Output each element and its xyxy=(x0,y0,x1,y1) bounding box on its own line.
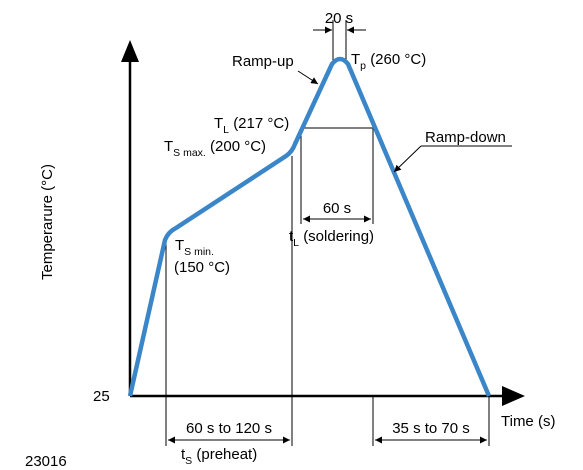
y-axis-base-value: 25 xyxy=(93,388,110,405)
ramp-up-leader xyxy=(297,70,319,85)
liquidus-duration-label: 60 s xyxy=(323,200,351,217)
x-axis-label: Time (s) xyxy=(501,413,555,430)
soak-max-temperature-label: TS max. (200 °C) xyxy=(164,138,266,159)
preheat-time-label: tS (preheat) xyxy=(181,446,257,467)
ramp-down-leader xyxy=(393,145,422,173)
preheat-duration-label: 60 s to 120 s xyxy=(186,420,272,437)
soak-min-temperature-label: TS min. xyxy=(175,237,214,258)
ramp-down-label: Ramp-down xyxy=(425,129,506,146)
ramp-up-label: Ramp-up xyxy=(232,53,294,70)
cooling-duration-label: 35 s to 70 s xyxy=(392,420,470,437)
temperature-profile-curve xyxy=(127,56,492,397)
y-axis-label: Temperarure (°C) xyxy=(39,164,56,280)
reference-lines xyxy=(165,20,490,446)
liquidus-temperature-label: TL (217 °C) xyxy=(214,115,289,136)
y-axis-arrowhead xyxy=(121,40,139,62)
dimension-arrows xyxy=(168,26,487,444)
peak-temperature-label: Tp (260 °C) xyxy=(351,51,426,72)
figure-id: 23016 xyxy=(25,453,67,470)
x-axis-arrowhead xyxy=(502,386,525,406)
liquidus-time-label: tL (soldering) xyxy=(289,228,374,249)
soak-min-temperature-value: (150 °C) xyxy=(174,259,230,276)
peak-duration-label: 20 s xyxy=(325,10,353,27)
